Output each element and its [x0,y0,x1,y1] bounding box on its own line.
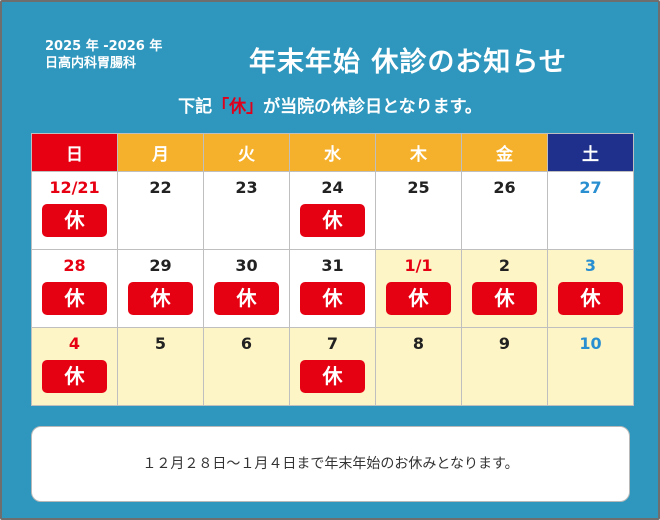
clinic-name: 日高内科胃腸科 [45,56,137,71]
day-number: 1/1 [404,256,433,275]
day-cell: 6 [203,327,290,406]
day-number: 12/21 [49,178,100,197]
weekday-fri: 金 [461,133,548,172]
day-number: 25 [407,178,430,197]
closed-badge: 休 [386,282,451,315]
holiday-calendar: 日 月 火 水 木 金 土 12/21 休 22 23 24 休 25 26 27 28 休 29 休 3… [31,133,634,406]
weekday-sat: 土 [547,133,634,172]
day-number: 23 [235,178,258,197]
closed-badge: 休 [214,282,279,315]
day-cell: 29 休 [117,249,204,328]
weekday-mon: 月 [117,133,204,172]
notice-box: １２月２８日～１月４日まで年末年始のお休みとなります。 [31,426,630,502]
subtitle-highlight: 「休」 [212,97,264,117]
day-number: 9 [498,334,511,353]
day-cell: 25 [375,171,462,250]
subtitle: 下記「休」が当院の休診日となります。 [2,92,658,117]
week-row: 12/21 休 22 23 24 休 25 26 27 [31,171,634,250]
day-cell: 27 [547,171,634,250]
subtitle-after: が当院の休診日となります。 [263,97,482,117]
closed-badge: 休 [300,204,365,237]
day-number: 27 [579,178,602,197]
week-row: 28 休 29 休 30 休 31 休 1/1 休 2 休 3 休 [31,249,634,328]
closed-badge: 休 [472,282,537,315]
day-cell: 5 [117,327,204,406]
day-cell: 22 [117,171,204,250]
closed-badge: 休 [42,204,107,237]
day-number: 10 [579,334,602,353]
day-number: 29 [149,256,172,275]
day-number: 31 [321,256,344,275]
day-number: 8 [412,334,425,353]
day-number: 3 [584,256,597,275]
day-number: 26 [493,178,516,197]
closed-badge: 休 [128,282,193,315]
day-cell: 12/21 休 [31,171,118,250]
day-number: 30 [235,256,258,275]
day-cell: 31 休 [289,249,376,328]
day-number: 28 [63,256,86,275]
closed-badge: 休 [558,282,623,315]
subtitle-before: 下記 [178,97,213,117]
day-cell: 10 [547,327,634,406]
notice-text: １２月２８日～１月４日まで年末年始のお休みとなります。 [142,456,519,472]
weekday-tue: 火 [203,133,290,172]
weekday-sun: 日 [31,133,118,172]
day-cell: 30 休 [203,249,290,328]
day-number: 5 [154,334,167,353]
closed-badge: 休 [42,360,107,393]
clinic-name-block: 2025 年 -2026 年 日高内科胃腸科 [45,38,162,72]
closed-badge: 休 [42,282,107,315]
day-cell: 28 休 [31,249,118,328]
day-cell: 1/1 休 [375,249,462,328]
day-cell: 9 [461,327,548,406]
day-cell: 23 [203,171,290,250]
day-number: 22 [149,178,172,197]
weekday-wed: 水 [289,133,376,172]
year-range: 2025 年 -2026 年 [45,39,163,54]
day-cell: 24 休 [289,171,376,250]
day-cell: 26 [461,171,548,250]
weekday-thu: 木 [375,133,462,172]
day-number: 6 [240,334,253,353]
weekday-header-row: 日 月 火 水 木 金 土 [31,133,634,172]
day-number: 2 [498,256,511,275]
day-number: 4 [68,334,81,353]
day-number: 7 [326,334,339,353]
calendar-body: 12/21 休 22 23 24 休 25 26 27 28 休 29 休 30 休 31 休 1/1 休 2 休 3 休 4… [31,171,634,406]
closed-badge: 休 [300,360,365,393]
page-title: 年末年始 休診のお知らせ [249,47,567,78]
closed-badge: 休 [300,282,365,315]
day-number: 24 [321,178,344,197]
week-row: 4 休 5 6 7 休 8 9 10 [31,327,634,406]
day-cell: 8 [375,327,462,406]
